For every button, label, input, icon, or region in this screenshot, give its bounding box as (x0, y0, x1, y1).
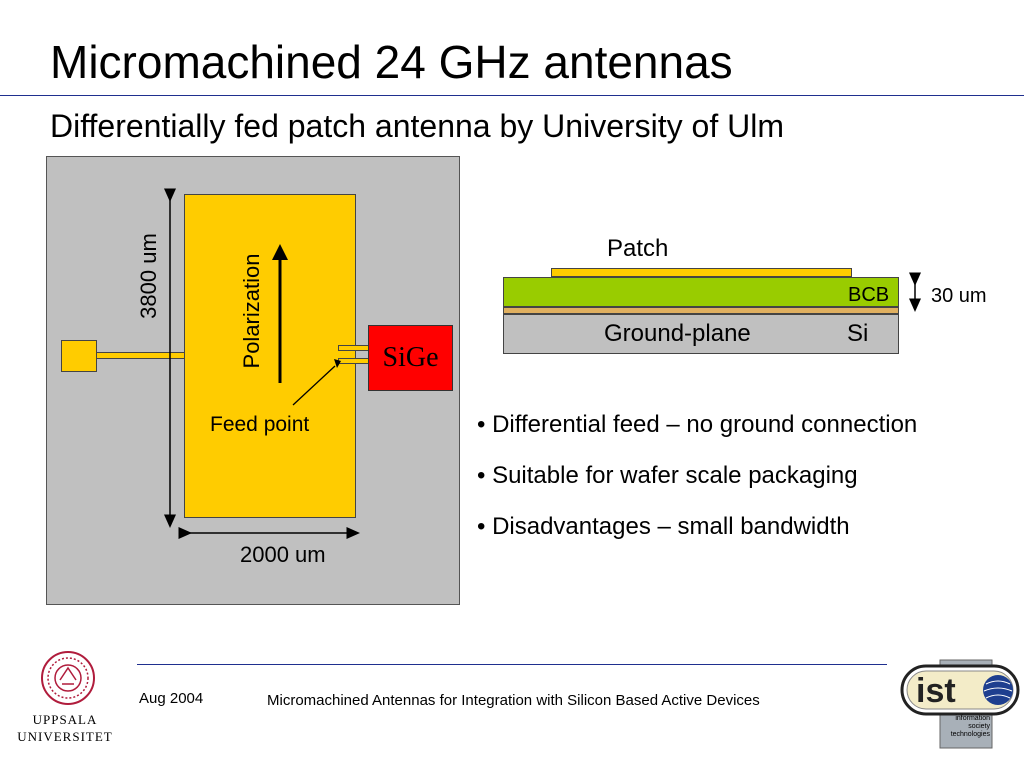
si-layer-label: Si (847, 320, 869, 347)
cross-section-ground-layer (503, 307, 899, 314)
ist-logo-icon: ist (900, 659, 1020, 749)
ist-caption: information society technologies (944, 715, 990, 739)
slide-subtitle: Differentially fed patch antenna by Univ… (50, 108, 784, 144)
ist-caption-line3: technologies (950, 731, 990, 738)
footer-title: Micromachined Antennas for Integration w… (267, 692, 760, 709)
cross-section-si-layer (503, 314, 899, 354)
ground-plane-label: Ground-plane (604, 320, 751, 347)
sige-chip: SiGe (368, 325, 453, 391)
slide-title: Micromachined 24 GHz antennas (50, 36, 733, 88)
width-dimension-label: 2000 um (240, 542, 326, 567)
title-divider (0, 95, 1024, 96)
feed-line (97, 352, 184, 359)
uppsala-wordmark: UPPSALA UNIVERSITET (0, 711, 130, 745)
height-dimension-label: 3800 um (136, 233, 161, 319)
bullet-item: • Differential feed – no ground connecti… (477, 411, 918, 438)
footer-divider (137, 664, 887, 665)
bond-pad (61, 340, 97, 372)
feed-point-pointer (292, 365, 336, 406)
polarization-label: Polarization (239, 253, 264, 369)
patch-layer-label: Patch (607, 235, 669, 262)
bcb-layer-label: BCB (848, 284, 890, 306)
bullet-item: • Disadvantages – small bandwidth (477, 513, 850, 540)
cross-section-bcb-layer (503, 277, 899, 307)
bullet-list: • Differential feed – no ground connecti… (477, 412, 917, 565)
thickness-label: 30 um (931, 285, 987, 307)
patch-antenna (184, 194, 356, 518)
uppsala-line1: UPPSALA (32, 712, 98, 727)
polarization-arrow-head (272, 244, 288, 260)
ist-logo-text: ist (916, 672, 956, 710)
cross-section-patch-layer (551, 268, 852, 277)
bullet-item: • Suitable for wafer scale packaging (477, 462, 858, 489)
feed-point-label: Feed point (210, 413, 310, 436)
ist-caption-line2: society (968, 723, 990, 730)
footer-date: Aug 2004 (139, 690, 204, 707)
uppsala-seal-icon (41, 651, 95, 705)
ist-caption-line1: information (955, 715, 990, 722)
uppsala-line2: UNIVERSITET (17, 729, 113, 744)
